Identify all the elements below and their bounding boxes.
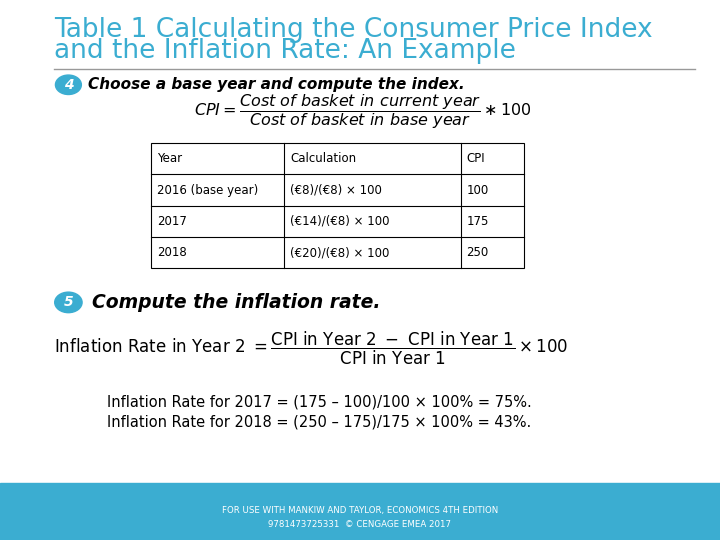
Text: FOR USE WITH MANKIW AND TAYLOR, ECONOMICS 4TH EDITION: FOR USE WITH MANKIW AND TAYLOR, ECONOMIC… <box>222 506 498 515</box>
Bar <box>0 483 720 540</box>
Circle shape <box>55 292 82 313</box>
Text: Year: Year <box>157 152 182 165</box>
Text: (€14)/(€8) × 100: (€14)/(€8) × 100 <box>290 215 390 228</box>
Text: Inflation Rate for 2018 = (250 – 175)/175 × 100% = 43%.: Inflation Rate for 2018 = (250 – 175)/17… <box>107 415 531 430</box>
Circle shape <box>55 75 81 94</box>
Text: Inflation Rate in Year 2 $= \dfrac{\mathrm{CPI\ in\ Year\ 2\ -\ CPI\ in\ Year\ 1: Inflation Rate in Year 2 $= \dfrac{\math… <box>54 330 569 367</box>
Text: $\mathit{CPI} = \dfrac{\mathit{Cost\ of\ basket\ in\ current\ year}}{\mathit{Cos: $\mathit{CPI} = \dfrac{\mathit{Cost\ of\… <box>194 92 532 131</box>
Text: 5: 5 <box>63 295 73 309</box>
Text: Choose a base year and compute the index.: Choose a base year and compute the index… <box>88 77 464 92</box>
Text: (€20)/(€8) × 100: (€20)/(€8) × 100 <box>290 246 390 259</box>
Text: 250: 250 <box>467 246 489 259</box>
Text: Inflation Rate for 2017 = (175 – 100)/100 × 100% = 75%.: Inflation Rate for 2017 = (175 – 100)/10… <box>107 395 531 410</box>
Text: Calculation: Calculation <box>290 152 356 165</box>
Text: 100: 100 <box>467 184 489 197</box>
Text: 2017: 2017 <box>157 215 186 228</box>
Text: 2018: 2018 <box>157 246 186 259</box>
Text: Table 1 Calculating the Consumer Price Index: Table 1 Calculating the Consumer Price I… <box>54 17 652 43</box>
Text: 175: 175 <box>467 215 489 228</box>
Text: 9781473725331  © CENGAGE EMEA 2017: 9781473725331 © CENGAGE EMEA 2017 <box>269 521 451 529</box>
Text: CPI: CPI <box>467 152 485 165</box>
Text: Compute the inflation rate.: Compute the inflation rate. <box>92 293 381 312</box>
Text: 2016 (base year): 2016 (base year) <box>157 184 258 197</box>
Text: and the Inflation Rate: An Example: and the Inflation Rate: An Example <box>54 38 516 64</box>
Text: (€8)/(€8) × 100: (€8)/(€8) × 100 <box>290 184 382 197</box>
Bar <box>151 143 524 268</box>
Text: 4: 4 <box>63 78 73 92</box>
